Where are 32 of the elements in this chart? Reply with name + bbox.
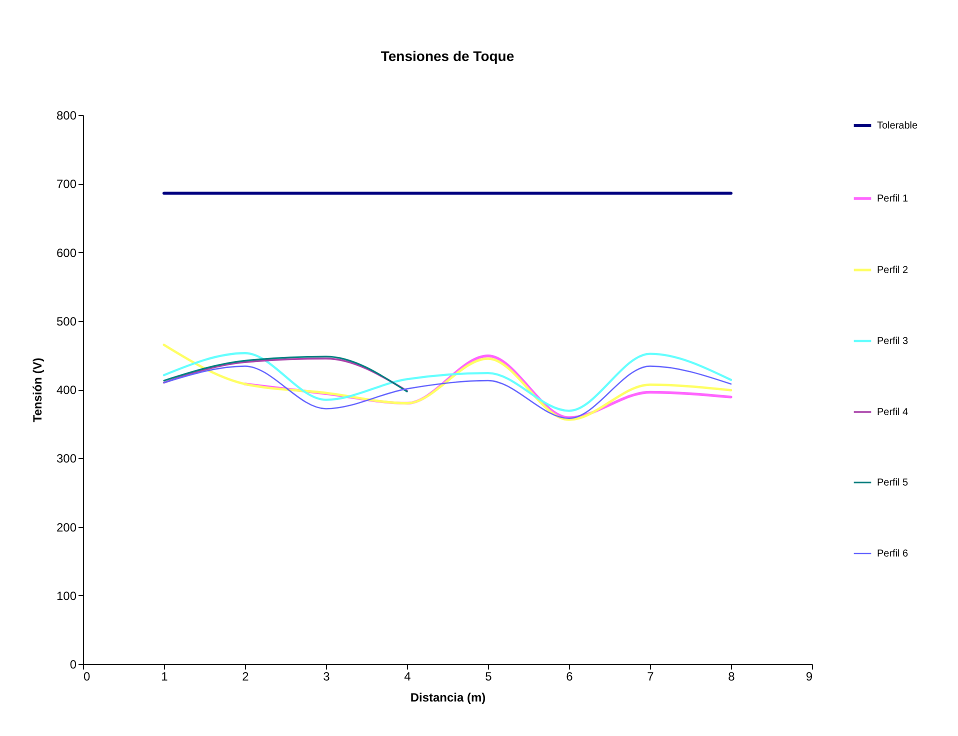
y-tick-label: 200 [56, 520, 77, 534]
y-axis-title: Tensión (V) [30, 358, 44, 422]
legend-label: Perfil 5 [877, 478, 909, 488]
x-tick-label: 7 [647, 670, 654, 684]
x-tick-label: 6 [566, 670, 574, 684]
legend-label: Perfil 1 [877, 194, 909, 204]
x-tick-label: 9 [806, 670, 813, 684]
y-tick-label: 800 [56, 108, 77, 122]
x-tick-label: 2 [242, 670, 250, 684]
x-tick-label: 8 [728, 670, 736, 684]
y-tick-label: 100 [56, 588, 77, 603]
x-tick-label: 0 [84, 670, 90, 684]
y-tick-label: 700 [56, 177, 77, 192]
x-axis-title: Distancia (m) [410, 690, 486, 704]
line-series [162, 352, 732, 412]
legend-label: Perfil 4 [877, 407, 909, 418]
line-series [163, 366, 732, 419]
x-tick-label: 4 [404, 670, 412, 684]
x-tick-label: 1 [161, 670, 168, 684]
y-tick-label: 500 [56, 314, 77, 328]
y-tick-label: 300 [56, 452, 77, 466]
legend-label: Tolerable [877, 120, 918, 132]
y-tick-label: 0 [70, 658, 77, 672]
legend-label: Perfil 2 [877, 265, 909, 276]
y-tick-label: 600 [56, 246, 77, 260]
legend-label: Perfil 3 [877, 336, 909, 347]
y-tick-label: 400 [56, 383, 77, 397]
line-series [162, 344, 732, 421]
x-tick-label: 3 [323, 670, 330, 684]
x-tick-label: 5 [485, 670, 492, 684]
legend-label: Perfil 6 [877, 548, 909, 560]
chart-title: Tensiones de Toque [380, 48, 514, 64]
